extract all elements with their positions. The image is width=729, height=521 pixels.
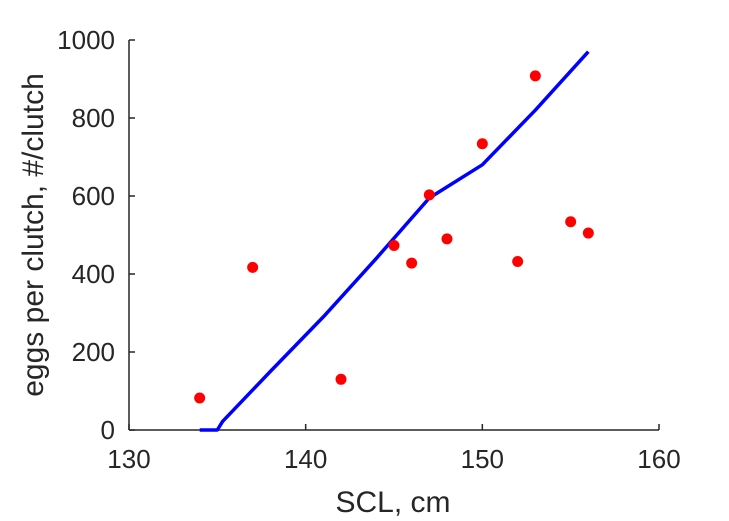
data-point: [388, 240, 400, 252]
y-tick-label: 0: [101, 415, 115, 445]
data-point: [423, 189, 435, 201]
y-axis-title: eggs per clutch, #/clutch: [17, 73, 50, 397]
data-point: [582, 227, 594, 239]
data-point: [247, 261, 259, 273]
data-point: [441, 233, 453, 245]
y-tick-label: 400: [72, 259, 115, 289]
data-point: [194, 392, 206, 404]
fit-line: [199, 50, 590, 432]
x-axis-title: SCL, cm: [335, 486, 450, 519]
y-tick-label: 600: [72, 181, 115, 211]
y-tick-label: 1000: [57, 25, 115, 55]
data-point: [565, 216, 577, 228]
x-tick-label: 160: [637, 444, 680, 474]
x-tick-label: 130: [107, 444, 150, 474]
x-tick-label: 150: [461, 444, 504, 474]
data-point: [529, 70, 541, 82]
x-tick-label: 140: [284, 444, 327, 474]
axes: 130 140 150 160 0 200 400 600 800 1000: [57, 25, 681, 474]
data-point: [335, 373, 347, 385]
data-point: [476, 138, 488, 150]
data-point: [406, 257, 418, 269]
data-point: [512, 256, 524, 268]
y-tick-label: 800: [72, 103, 115, 133]
plot-area: [194, 50, 594, 432]
y-tick-label: 200: [72, 337, 115, 367]
